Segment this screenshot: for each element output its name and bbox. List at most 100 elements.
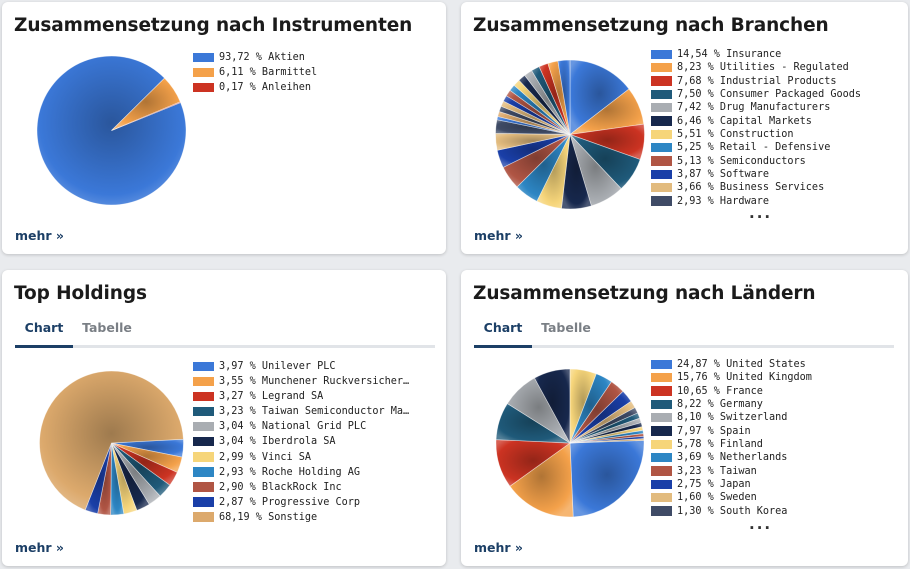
legend-label: 2,87 % Progressive Corp xyxy=(219,496,361,508)
card-title: Zusammensetzung nach Ländern xyxy=(473,283,816,304)
legend-item: 2,90 % BlackRock Inc xyxy=(193,480,415,495)
more-link[interactable]: mehr » xyxy=(474,228,523,243)
legend-label: 2,75 % Japan xyxy=(677,479,751,491)
pie-chart-instruments xyxy=(36,55,187,206)
legend-swatch xyxy=(651,479,672,490)
legend-label: 7,97 % Spain xyxy=(677,425,751,437)
tab-table[interactable]: Tabelle xyxy=(82,320,132,335)
more-link[interactable]: mehr » xyxy=(474,540,523,555)
pie-slice-united-states[interactable] xyxy=(569,440,645,518)
tab-table[interactable]: Tabelle xyxy=(541,320,591,335)
legend-label: 7,42 % Drug Manufacturers xyxy=(677,102,831,114)
legend-swatch xyxy=(193,421,214,432)
legend-item: 93,72 % Aktien xyxy=(193,50,317,65)
legend-item: 2,93 % Roche Holding AG xyxy=(193,465,415,480)
view-tabs: Chart Tabelle xyxy=(474,320,894,348)
legend-swatch xyxy=(193,452,214,462)
legend-item: 3,97 % Unilever PLC xyxy=(193,359,415,374)
card-sectors: Zusammensetzung nach Branchen 14,54 % In… xyxy=(461,2,908,254)
legend-item: 2,99 % Vinci SA xyxy=(193,450,415,465)
legend-item: 3,23 % Taiwan Semiconductor Man... xyxy=(193,404,415,419)
legend-label: 15,76 % United Kingdom xyxy=(677,372,812,384)
card-title: Top Holdings xyxy=(14,283,147,304)
legend-item: 3,23 % Taiwan xyxy=(651,465,812,478)
legend-item: 3,04 % National Grid PLC xyxy=(193,419,415,434)
legend-label: 3,97 % Unilever PLC xyxy=(219,361,336,372)
tab-chart[interactable]: Chart xyxy=(474,320,532,348)
legend-swatch xyxy=(193,482,214,492)
legend-label: 2,93 % Roche Holding AG xyxy=(219,466,361,478)
legend-label: 7,68 % Industrial Products xyxy=(677,75,837,87)
legend-item: 68,19 % Sonstige xyxy=(193,510,415,525)
legend-swatch xyxy=(193,82,214,93)
legend-label: 5,78 % Finland xyxy=(677,439,763,451)
more-link[interactable]: mehr » xyxy=(15,228,64,243)
legend-swatch xyxy=(651,506,672,516)
legend-swatch xyxy=(193,467,214,477)
legend-swatch xyxy=(193,376,214,387)
legend-label: 2,90 % BlackRock Inc xyxy=(219,481,342,493)
legend-swatch xyxy=(651,76,672,86)
legend-label: 6,46 % Capital Markets xyxy=(677,115,812,127)
legend-sectors: 14,54 % Insurance 8,23 % Utilities - Regu… xyxy=(651,48,861,208)
legend-label: 3,55 % Munchener Ruckversicherun... xyxy=(219,376,415,388)
legend-swatch xyxy=(651,89,672,100)
legend-label: 14,54 % Insurance xyxy=(677,49,782,60)
legend-swatch xyxy=(651,182,672,193)
legend-label: 3,27 % Legrand SA xyxy=(219,391,324,403)
card-title: Zusammensetzung nach Instrumenten xyxy=(14,15,413,36)
pie-slice-sonstige[interactable] xyxy=(39,370,184,511)
legend-item: 2,87 % Progressive Corp xyxy=(193,495,415,510)
card-instruments: Zusammensetzung nach Instrumenten 93,72 … xyxy=(2,2,446,254)
legend-item: 8,22 % Germany xyxy=(651,398,812,411)
legend-item: 24,87 % United States xyxy=(651,358,812,371)
legend-item: 2,93 % Hardware xyxy=(651,195,861,208)
legend-swatch xyxy=(651,359,672,369)
legend-item: 10,65 % France xyxy=(651,385,812,398)
legend-swatch xyxy=(651,426,672,436)
legend-item: 8,23 % Utilities - Regulated xyxy=(651,61,861,74)
legend-item: 3,55 % Munchener Ruckversicherun... xyxy=(193,374,415,389)
legend-swatch xyxy=(651,116,672,126)
legend-item: 3,87 % Software xyxy=(651,168,861,181)
legend-item: 5,51 % Construction xyxy=(651,128,861,141)
more-link[interactable]: mehr » xyxy=(15,540,64,555)
legend-label: 24,87 % United States xyxy=(677,359,806,370)
card-countries: Zusammensetzung nach Ländern Chart Tabel… xyxy=(461,270,908,566)
legend-swatch xyxy=(193,391,214,402)
tab-underline-track xyxy=(15,345,435,348)
legend-label: 6,11 % Barmittel xyxy=(219,67,318,79)
legend-label: 2,99 % Vinci SA xyxy=(219,451,312,463)
legend-swatch xyxy=(651,372,672,383)
legend-swatch xyxy=(193,67,214,78)
legend-label: 3,04 % National Grid PLC xyxy=(219,421,367,433)
legend-swatch xyxy=(651,102,672,113)
legend-item: 5,78 % Finland xyxy=(651,438,812,451)
pie-slice-other[interactable] xyxy=(557,59,571,135)
legend-item: 8,10 % Switzerland xyxy=(651,411,812,424)
legend-item: 3,04 % Iberdrola SA xyxy=(193,434,415,449)
legend-item: 15,76 % United Kingdom xyxy=(651,371,812,384)
legend-swatch xyxy=(651,452,672,463)
legend-swatch xyxy=(651,466,672,476)
legend-label: 8,23 % Utilities - Regulated xyxy=(677,62,849,74)
legend-item: 7,42 % Drug Manufacturers xyxy=(651,101,861,114)
legend-label: 3,87 % Software xyxy=(677,169,770,181)
legend-item: 7,50 % Consumer Packaged Goods xyxy=(651,88,861,101)
tab-chart[interactable]: Chart xyxy=(15,320,73,348)
legend-label: 68,19 % Sonstige xyxy=(219,511,318,523)
pie-slice-insurance[interactable] xyxy=(569,59,630,136)
pie-slice-united-kingdom[interactable] xyxy=(509,442,574,518)
legend-label: 0,17 % Anleihen xyxy=(219,82,312,94)
card-title: Zusammensetzung nach Branchen xyxy=(473,15,829,36)
legend-item: 1,30 % South Korea xyxy=(651,505,812,518)
legend-label: 3,04 % Iberdrola SA xyxy=(219,436,336,448)
pie-slice-anleihen[interactable] xyxy=(111,101,182,131)
pie-slice-other[interactable] xyxy=(569,438,645,444)
legend-label: 5,25 % Retail - Defensive xyxy=(677,142,831,154)
legend-more-dots: ... xyxy=(749,204,773,222)
legend-label: 8,22 % Germany xyxy=(677,399,763,411)
legend-item: 6,11 % Barmittel xyxy=(193,65,317,80)
legend-label: 3,23 % Taiwan Semiconductor Man... xyxy=(219,406,415,418)
legend-item: 7,68 % Industrial Products xyxy=(651,75,861,88)
